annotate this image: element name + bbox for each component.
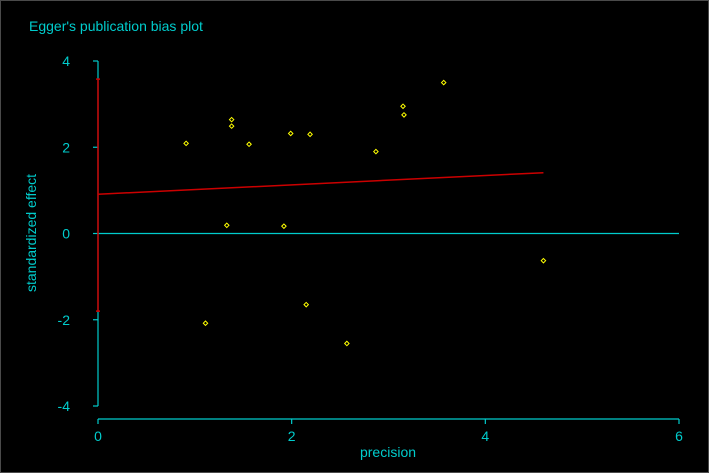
data-point bbox=[540, 257, 547, 264]
y-tick-label: 4 bbox=[62, 53, 70, 69]
x-tick-label: 0 bbox=[94, 428, 102, 444]
data-point bbox=[373, 148, 379, 155]
chart-title: Egger's publication bias plot bbox=[29, 18, 203, 34]
data-point bbox=[223, 222, 230, 229]
axes: -4 -2 0 2 4 0 2 4 6 bbox=[58, 53, 684, 444]
x-axis-label: precision bbox=[360, 444, 416, 460]
plot-lines bbox=[96, 78, 679, 312]
x-tick-label: 4 bbox=[481, 428, 489, 444]
data-point bbox=[303, 301, 310, 308]
data-point bbox=[202, 320, 209, 327]
y-tick-label: 2 bbox=[62, 139, 70, 155]
data-point bbox=[228, 116, 235, 123]
data-points bbox=[183, 79, 547, 347]
data-point bbox=[400, 103, 406, 110]
y-tick-label: -2 bbox=[58, 312, 71, 328]
data-point bbox=[228, 123, 235, 130]
y-tick-label: -4 bbox=[58, 398, 71, 414]
x-tick-label: 2 bbox=[288, 428, 296, 444]
y-tick-label: 0 bbox=[62, 226, 70, 242]
data-point bbox=[307, 131, 313, 138]
data-point bbox=[183, 140, 190, 147]
data-point bbox=[281, 223, 287, 230]
data-point bbox=[287, 130, 294, 137]
data-point bbox=[246, 141, 252, 148]
regression-line bbox=[97, 171, 544, 196]
y-axis-label: standardized effect bbox=[23, 174, 39, 292]
data-point bbox=[343, 340, 350, 347]
x-tick-label: 6 bbox=[675, 428, 683, 444]
data-point bbox=[440, 79, 447, 86]
data-point bbox=[401, 111, 407, 118]
